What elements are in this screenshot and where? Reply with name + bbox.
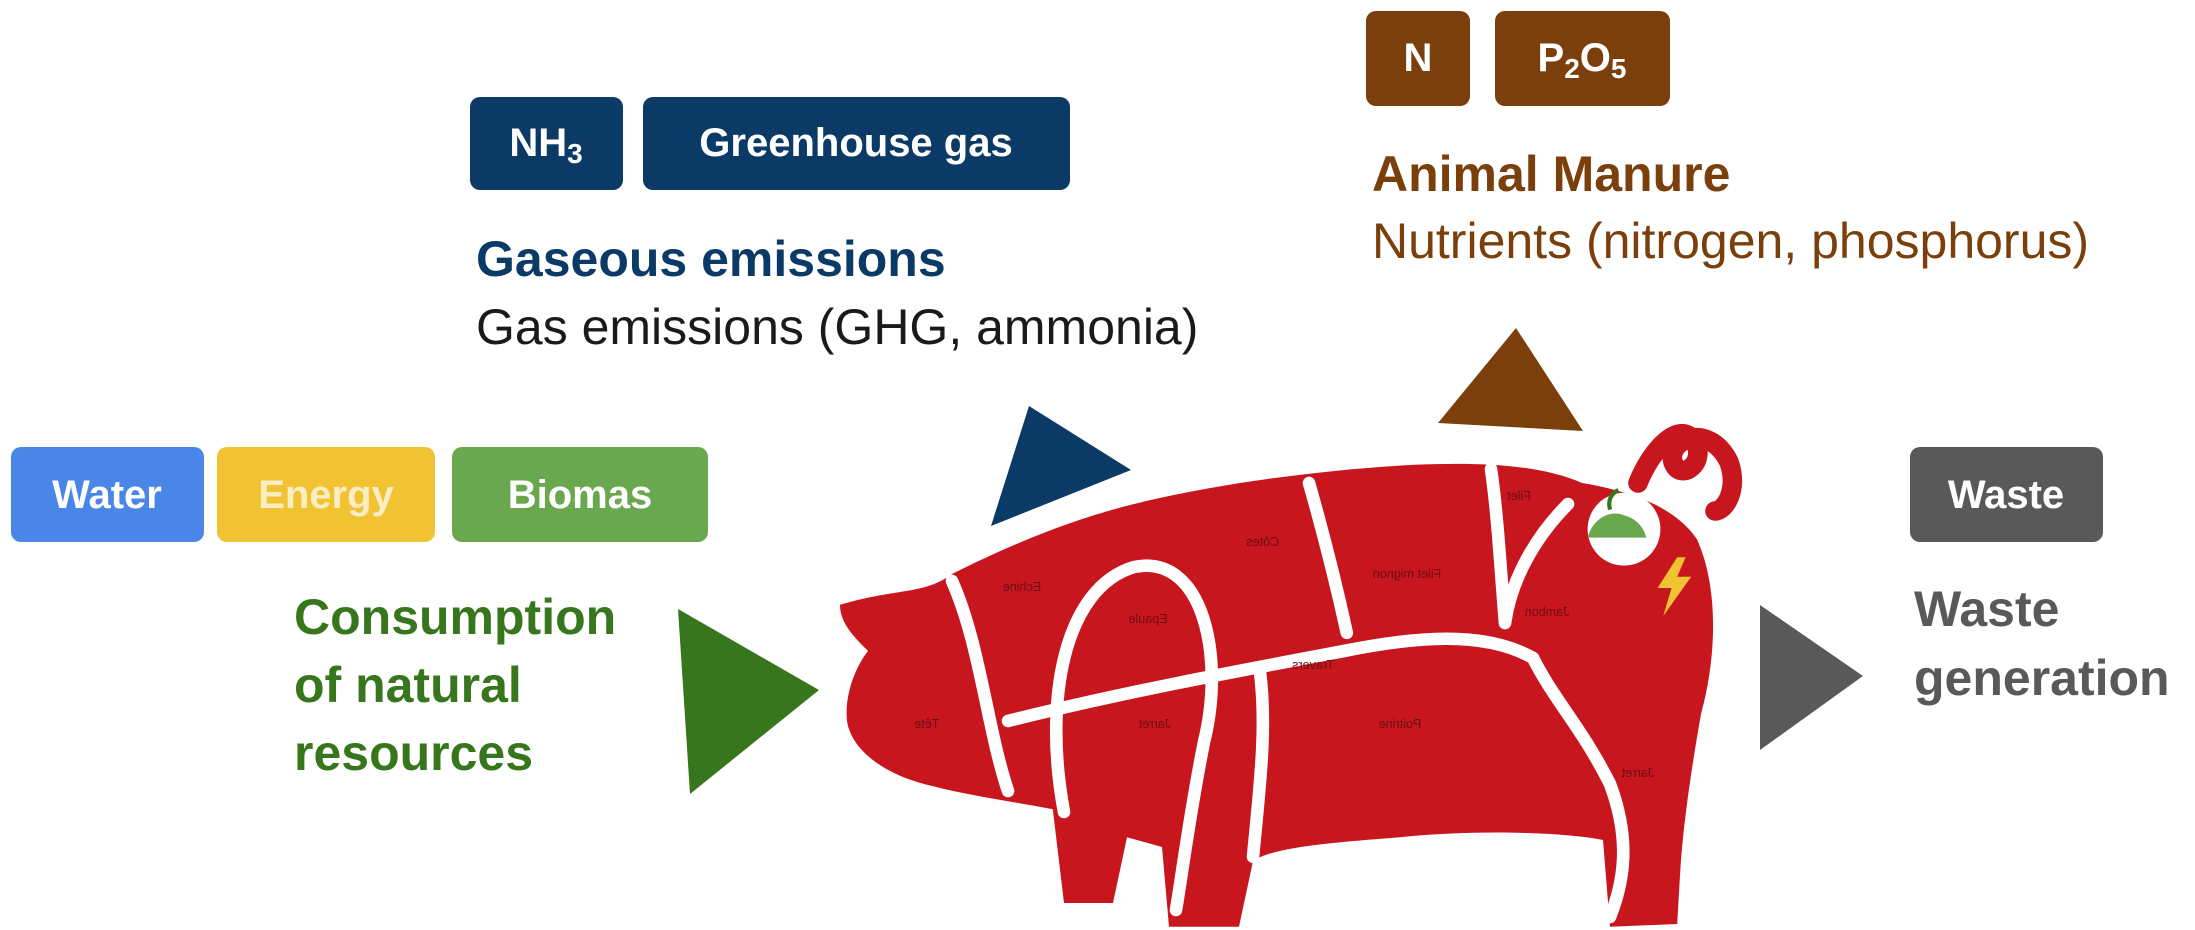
heading: Gaseous emissions	[476, 231, 946, 287]
diagram: NH3 Greenhouse gas Gaseous emissions Gas…	[0, 0, 2195, 930]
cut-label: Epaule	[1128, 612, 1167, 626]
heading: resources	[294, 725, 533, 781]
cut-label: Poitrine	[1379, 717, 1422, 731]
cut-label: Jarret	[1621, 766, 1654, 780]
badge-subscript: 2	[1564, 53, 1580, 84]
cut-label: Jambon	[1525, 605, 1570, 619]
badge-label: Water	[52, 473, 162, 517]
badge-label: Biomas	[508, 473, 653, 517]
cut-label: Travers	[1292, 658, 1334, 672]
pig-tail	[1638, 434, 1732, 511]
cut-label: Côtes	[1246, 535, 1279, 549]
badge-label: Waste	[1948, 473, 2064, 517]
arrow	[678, 609, 819, 794]
cut-label: Filet	[1507, 489, 1531, 503]
heading: Consumption	[294, 589, 616, 645]
cut-label: Echine	[1003, 580, 1042, 594]
arrow	[1438, 328, 1583, 431]
badge-label-part: NH	[509, 121, 567, 165]
pig: Tête Echine Côtes Filet Filet mignon Epaule Tr…	[840, 434, 1732, 927]
badge-label-part: P	[1538, 36, 1565, 80]
heading: of natural	[294, 657, 522, 713]
arrow	[1760, 605, 1863, 750]
pig-body	[840, 464, 1713, 927]
heading: Animal Manure	[1372, 146, 1730, 202]
badge-label-part: O	[1580, 36, 1611, 80]
description: Gas emissions (GHG, ammonia)	[476, 299, 1198, 355]
arrow	[991, 406, 1131, 526]
heading: generation	[1914, 650, 2170, 706]
badge-label: N	[1404, 36, 1433, 80]
badge-subscript: 3	[567, 138, 583, 169]
cut-label: Jarret	[1138, 717, 1171, 731]
badge-subscript: 5	[1611, 53, 1627, 84]
cut-label: Filet mignon	[1373, 567, 1442, 581]
heading: Waste	[1914, 581, 2059, 637]
description: Nutrients (nitrogen, phosphorus)	[1372, 213, 2089, 269]
cut-label: Tête	[914, 717, 939, 731]
badge-label: Greenhouse gas	[699, 121, 1012, 165]
badge-label: Energy	[258, 473, 394, 517]
